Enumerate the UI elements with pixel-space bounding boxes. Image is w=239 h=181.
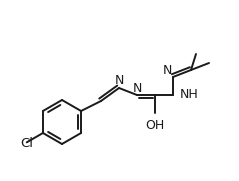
Text: N: N xyxy=(162,64,172,77)
Text: Cl: Cl xyxy=(20,137,33,150)
Text: N: N xyxy=(132,81,142,94)
Text: OH: OH xyxy=(145,119,165,132)
Text: N: N xyxy=(114,75,124,87)
Text: NH: NH xyxy=(180,89,199,102)
